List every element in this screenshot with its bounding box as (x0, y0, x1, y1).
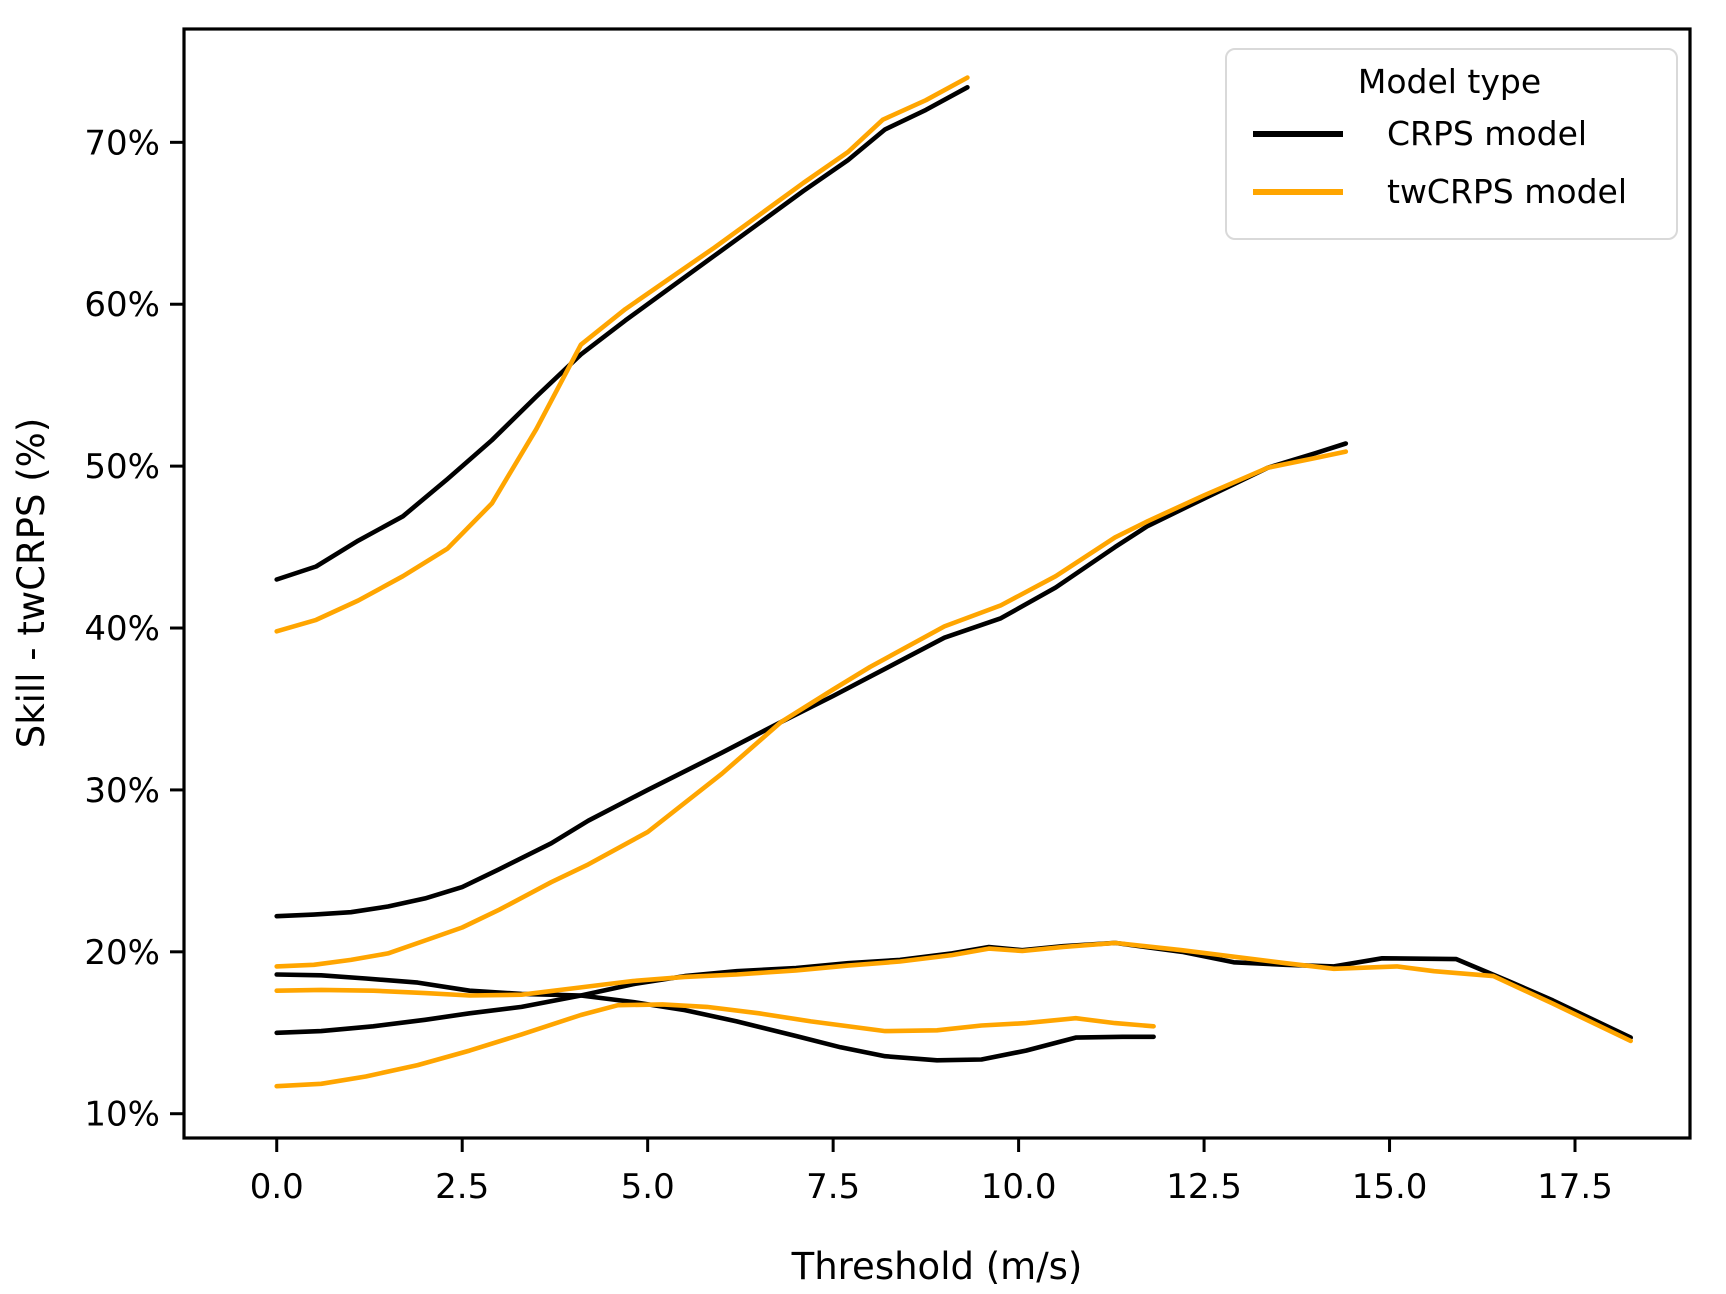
y-tick-label: 70% (84, 123, 160, 163)
x-tick-label: 7.5 (806, 1167, 860, 1207)
series-twcrps-curve-b (274, 449, 1349, 969)
y-tick-label: 10% (84, 1095, 160, 1135)
series-crps-curve-d (274, 972, 1156, 1063)
x-axis-label: Threshold (m/s) (791, 1245, 1083, 1288)
y-tick-label: 60% (84, 285, 160, 325)
x-tick-label: 0.0 (250, 1167, 304, 1207)
x-tick-label: 10.0 (981, 1167, 1057, 1207)
twcrps-line-swatch-icon (1253, 188, 1343, 195)
x-tick-label: 12.5 (1166, 1167, 1242, 1207)
y-tick-label: 50% (84, 447, 160, 487)
series-twcrps-curve-d (274, 1002, 1156, 1089)
legend-label-crps: CRPS model (1387, 114, 1588, 154)
legend-title: Model type (1357, 62, 1542, 101)
crps-line-swatch-icon (1253, 130, 1343, 137)
plot-border (182, 27, 1692, 1140)
y-tick-label: 30% (84, 771, 160, 811)
x-tick-label: 2.5 (435, 1167, 489, 1207)
x-tick-label: 15.0 (1352, 1167, 1428, 1207)
legend-label-twcrps: twCRPS model (1387, 172, 1627, 212)
legend: Model type CRPS model twCRPS model (1225, 48, 1678, 240)
x-tick-label: 17.5 (1537, 1167, 1613, 1207)
series-twcrps-curve-c (274, 940, 1633, 1044)
series-crps-curve-a (274, 85, 970, 582)
legend-item-twcrps: twCRPS model (1241, 163, 1658, 221)
x-tick-label: 5.0 (621, 1167, 675, 1207)
y-tick-label: 40% (84, 609, 160, 649)
series-twcrps-curve-a (274, 75, 970, 634)
y-tick-label: 20% (84, 933, 160, 973)
y-axis-label: Skill - twCRPS (%) (10, 418, 53, 749)
series-crps-curve-b (274, 441, 1349, 919)
legend-item-crps: CRPS model (1241, 105, 1658, 163)
